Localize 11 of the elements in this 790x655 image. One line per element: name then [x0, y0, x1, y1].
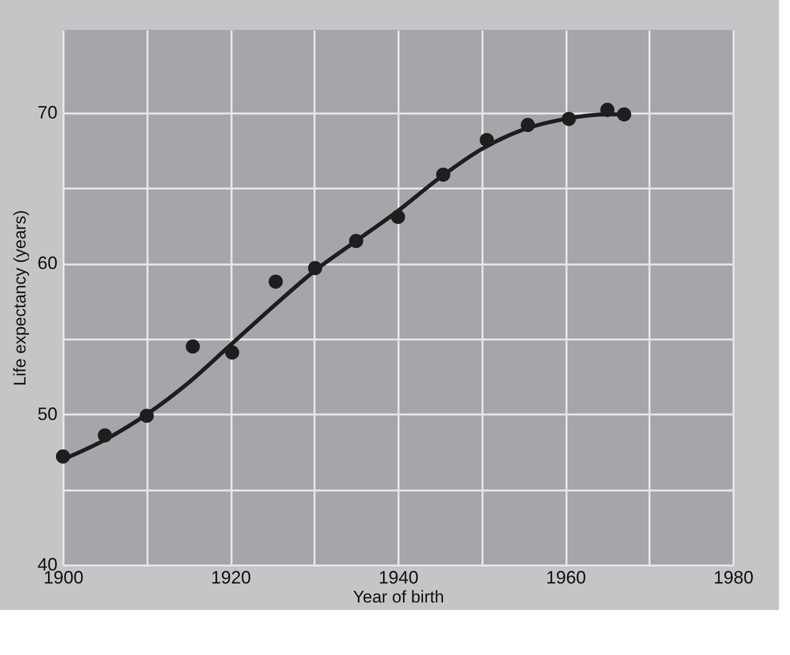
point — [268, 274, 283, 289]
point — [186, 339, 200, 354]
x-tick-label: 1920 — [210, 568, 252, 588]
y-axis-title: Life expectancy (years) — [10, 210, 30, 386]
x-tick-label: 1940 — [378, 568, 419, 588]
y-tick-label: 60 — [37, 253, 58, 274]
x-tick-label: 1980 — [713, 568, 754, 588]
x-tick-label: 1960 — [546, 568, 586, 588]
y-tick-label: 50 — [37, 404, 58, 424]
y-tick-label: 70 — [37, 102, 58, 122]
x-axis-title: Year of birth — [352, 588, 444, 606]
